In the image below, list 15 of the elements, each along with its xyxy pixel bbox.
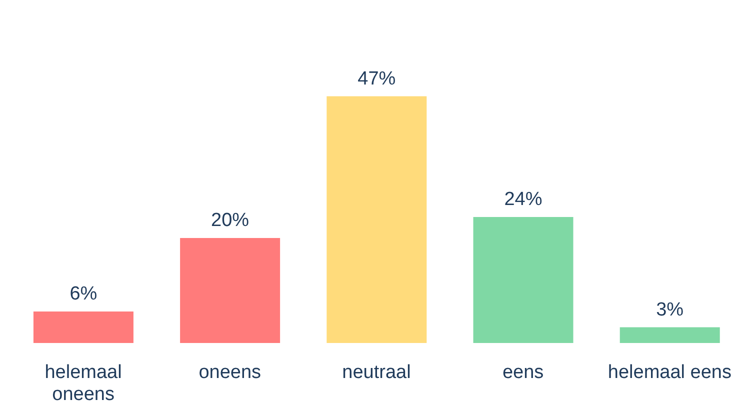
data-label: 3% bbox=[656, 299, 684, 320]
bar bbox=[326, 96, 427, 343]
bar bbox=[473, 217, 574, 343]
bar bbox=[180, 238, 280, 343]
x-tick-label: oneens bbox=[198, 362, 262, 384]
data-label: 47% bbox=[358, 68, 396, 90]
data-label: 24% bbox=[504, 189, 542, 210]
bar bbox=[33, 312, 134, 343]
x-tick-label: helemaal eens bbox=[608, 362, 732, 384]
data-label: 20% bbox=[211, 210, 250, 231]
x-tick-label: neutraal bbox=[342, 362, 411, 384]
x-tick-label: eens bbox=[502, 362, 544, 384]
x-tick-label: helemaal oneens bbox=[44, 362, 122, 405]
bar bbox=[620, 327, 720, 343]
data-label: 6% bbox=[70, 284, 98, 304]
